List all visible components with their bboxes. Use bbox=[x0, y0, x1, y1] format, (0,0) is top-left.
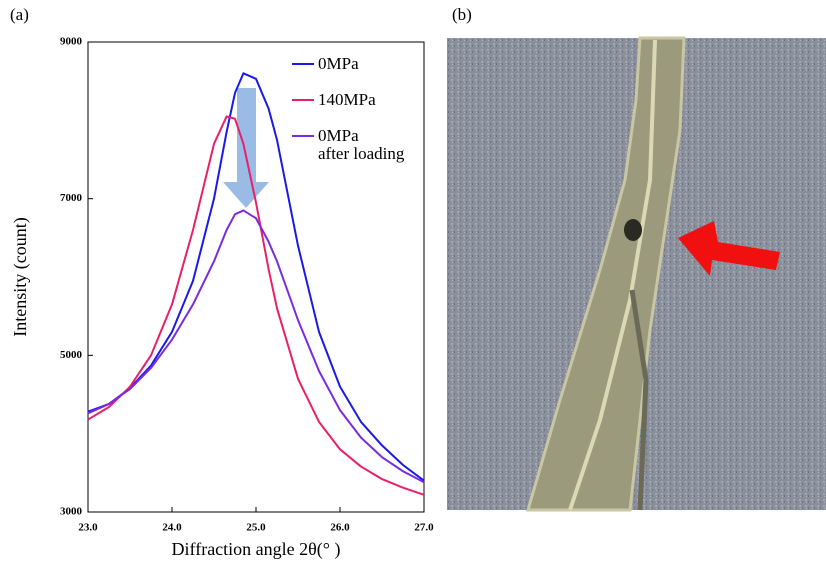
legend-label: 140MPa bbox=[318, 90, 376, 109]
y-tick-label: 5000 bbox=[60, 349, 83, 361]
photo bbox=[447, 36, 826, 512]
panel-label: (a) bbox=[10, 5, 29, 24]
x-tick-label: 27.0 bbox=[414, 522, 434, 534]
y-axis-label: Intensity (count) bbox=[10, 217, 31, 336]
x-tick-label: 23.0 bbox=[78, 522, 98, 534]
fiber-defect bbox=[624, 219, 642, 241]
legend-label: 0MPa after loading bbox=[318, 126, 405, 163]
x-tick-label: 26.0 bbox=[330, 522, 350, 534]
fiber-strand bbox=[629, 289, 649, 511]
y-tick-label: 3000 bbox=[60, 506, 83, 518]
fiber-highlight bbox=[568, 39, 657, 511]
series-line bbox=[87, 72, 425, 482]
series-line bbox=[87, 115, 425, 496]
series-line bbox=[87, 209, 425, 484]
x-tick-label: 24.0 bbox=[162, 522, 182, 534]
x-tick-label: 25.0 bbox=[246, 522, 266, 534]
y-tick-label: 9000 bbox=[60, 36, 83, 48]
y-tick-label: 7000 bbox=[60, 192, 83, 204]
red-arrow bbox=[678, 221, 780, 276]
legend-label: 0MPa bbox=[318, 54, 359, 73]
panel-label: (b) bbox=[452, 5, 472, 24]
x-axis-label: Diffraction angle 2θ(° ) bbox=[172, 539, 341, 560]
arrow bbox=[223, 88, 269, 208]
fiber bbox=[526, 36, 686, 512]
